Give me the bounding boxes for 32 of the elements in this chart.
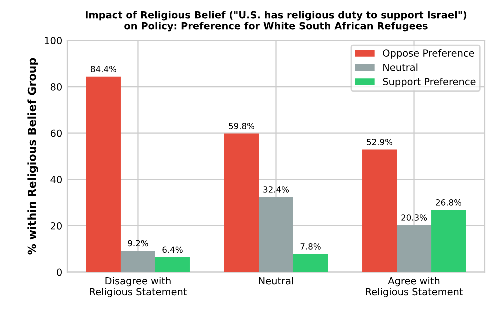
data-label: 9.2% [128, 240, 148, 247]
x-tick-label: Agree with Religious Statement [366, 277, 464, 298]
bar [294, 254, 328, 272]
bar [86, 76, 121, 272]
data-label: 6.4% [162, 246, 183, 254]
data-label: 52.9% [367, 139, 393, 146]
y-axis-title: % within Religious Belief Group [28, 58, 39, 255]
legend-label: Oppose Preference [383, 49, 474, 59]
y-tick-label: 0 [57, 268, 62, 276]
bar [397, 225, 432, 272]
legend-label: Support Preference [383, 78, 476, 88]
bar [155, 257, 190, 272]
bar [120, 251, 156, 272]
y-tick-label: 20 [50, 222, 62, 230]
bar [224, 134, 259, 272]
bar [432, 210, 466, 272]
data-label: 84.4% [91, 66, 117, 72]
data-label: 20.3% [402, 214, 428, 221]
data-label: 32.4% [264, 186, 290, 193]
x-tick-label: Neutral [259, 277, 294, 285]
y-tick-label: 40 [50, 176, 62, 184]
y-tick-label: 100 [45, 37, 62, 45]
bar [362, 150, 398, 272]
data-label: 59.8% [229, 123, 255, 130]
x-tick-label: Disagree with Religious Statement [90, 277, 187, 298]
data-label: 26.8% [436, 200, 462, 206]
chart-title: Impact of Religious Belief ("U.S. has religious duty to support Israel") on Policy: Preference for White South African Refugees [86, 11, 467, 32]
y-tick-label: 80 [50, 83, 62, 91]
y-tick-label: 60 [50, 130, 62, 138]
legend-label: Neutral [384, 64, 418, 72]
bar [259, 197, 294, 272]
data-label: 7.8% [300, 244, 321, 250]
